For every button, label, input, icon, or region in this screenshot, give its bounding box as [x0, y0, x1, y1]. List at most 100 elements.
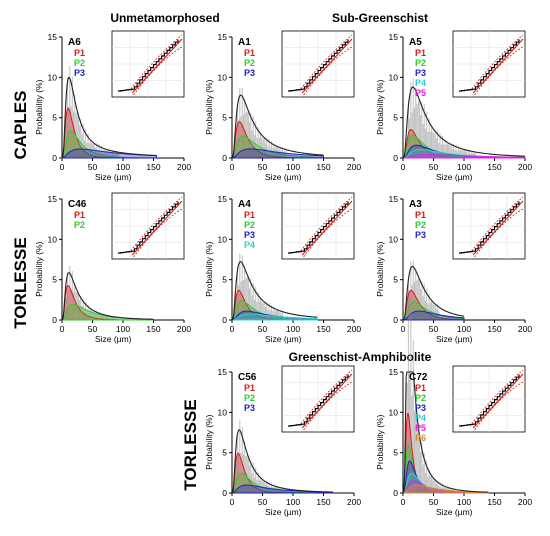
inset-fit	[301, 200, 353, 256]
inset-ci-upper	[471, 34, 524, 90]
inset-ci-upper	[471, 196, 524, 252]
y-axis-label: Probability (%)	[204, 414, 214, 469]
histogram-bar	[70, 106, 72, 158]
sample-label: A6	[68, 37, 81, 48]
x-tick-label: 200	[518, 324, 532, 334]
x-tick-label: 150	[487, 324, 501, 334]
histogram-bar	[266, 137, 268, 158]
x-tick-label: 100	[286, 162, 300, 172]
histogram-bar	[289, 489, 291, 493]
histogram-bar	[252, 116, 254, 158]
histogram-bar	[412, 339, 414, 493]
histogram-bar	[247, 278, 249, 320]
histogram-bar	[423, 104, 425, 158]
histogram-bar	[234, 464, 236, 493]
inset-ci-lower	[474, 46, 524, 96]
x-tick-label: 50	[258, 162, 268, 172]
y-tick-label: 10	[218, 234, 228, 244]
histogram-bar	[255, 467, 257, 493]
histogram-bar	[420, 114, 422, 158]
histogram-bar	[269, 147, 271, 158]
histogram-bar	[107, 315, 109, 320]
histogram-bar	[420, 452, 422, 493]
inset-ci-lower	[133, 208, 183, 258]
histogram-bar	[246, 277, 248, 320]
histogram-bar	[416, 280, 418, 320]
x-tick-label: 150	[316, 162, 330, 172]
y-axis-label: Probability (%)	[375, 79, 385, 134]
histogram-bar	[85, 301, 87, 320]
x-tick-label: 200	[177, 324, 191, 334]
inset-fit	[301, 373, 353, 429]
x-tick-label: 100	[457, 324, 471, 334]
histogram-bar	[235, 295, 237, 320]
y-tick-label: 0	[52, 153, 57, 163]
histogram-bar	[450, 143, 452, 158]
histogram-bar	[108, 316, 110, 320]
histogram-bar	[105, 149, 107, 158]
histogram-bar	[252, 282, 254, 320]
histogram-bar	[102, 150, 104, 158]
histogram-bar	[459, 150, 461, 158]
inset-fit	[131, 38, 183, 94]
sum-curve	[403, 265, 465, 321]
legend-p1: P1	[244, 210, 255, 220]
histogram-bar	[466, 149, 468, 158]
histogram-bar	[244, 441, 246, 493]
histogram-bar	[271, 141, 273, 158]
histogram-bar	[422, 464, 424, 493]
histogram-bar	[418, 434, 420, 493]
inset-ci-lower	[474, 208, 524, 258]
histogram-bar	[437, 304, 439, 320]
legend-p3: P3	[415, 68, 426, 78]
x-axis-label: Size (µm)	[265, 172, 302, 182]
histogram-bar	[108, 151, 110, 158]
sample-label: A4	[238, 199, 251, 210]
histogram-bar	[101, 145, 103, 158]
y-tick-label: 10	[389, 72, 399, 82]
histogram-bar	[273, 143, 275, 158]
x-tick-label: 0	[401, 497, 406, 507]
legend-p2: P2	[415, 58, 426, 68]
x-tick-label: 100	[286, 324, 300, 334]
legend-p1: P1	[74, 210, 85, 220]
legend-p1: P1	[415, 48, 426, 58]
y-tick-label: 5	[222, 275, 227, 285]
histogram-bar	[262, 303, 264, 320]
sum-curve	[231, 261, 318, 321]
y-tick-label: 15	[48, 32, 58, 42]
histogram-bar	[71, 271, 73, 320]
component-p1	[403, 289, 465, 321]
histogram-bar	[415, 87, 417, 158]
inset-observed	[459, 374, 520, 427]
x-tick-label: 150	[487, 497, 501, 507]
histogram-bar	[279, 310, 281, 320]
histogram-bar	[410, 261, 412, 320]
histogram-bar	[438, 142, 440, 158]
histogram-bar	[461, 149, 463, 158]
sample-label: A3	[409, 199, 422, 210]
inset-fit	[472, 200, 524, 256]
component-p3	[403, 310, 465, 321]
y-tick-label: 10	[48, 234, 58, 244]
histogram-bar	[104, 150, 106, 158]
histogram-bar	[244, 98, 246, 158]
histogram-bar	[85, 128, 87, 158]
histogram-bar	[415, 268, 417, 320]
histogram-bar	[424, 128, 426, 158]
histogram-bar	[460, 148, 462, 158]
y-axis-label: Probability (%)	[34, 79, 44, 134]
histogram-bar	[415, 394, 417, 493]
histogram-bar	[412, 260, 414, 320]
histogram-bar	[448, 143, 450, 158]
legend-p3: P3	[74, 68, 85, 78]
sample-label: C72	[409, 372, 428, 383]
legend-p1: P1	[244, 48, 255, 58]
histogram-bar	[444, 139, 446, 158]
x-axis-label: Size (µm)	[265, 334, 302, 344]
y-tick-label: 15	[48, 194, 58, 204]
histogram-bar	[257, 292, 259, 320]
component-p2	[232, 135, 324, 159]
